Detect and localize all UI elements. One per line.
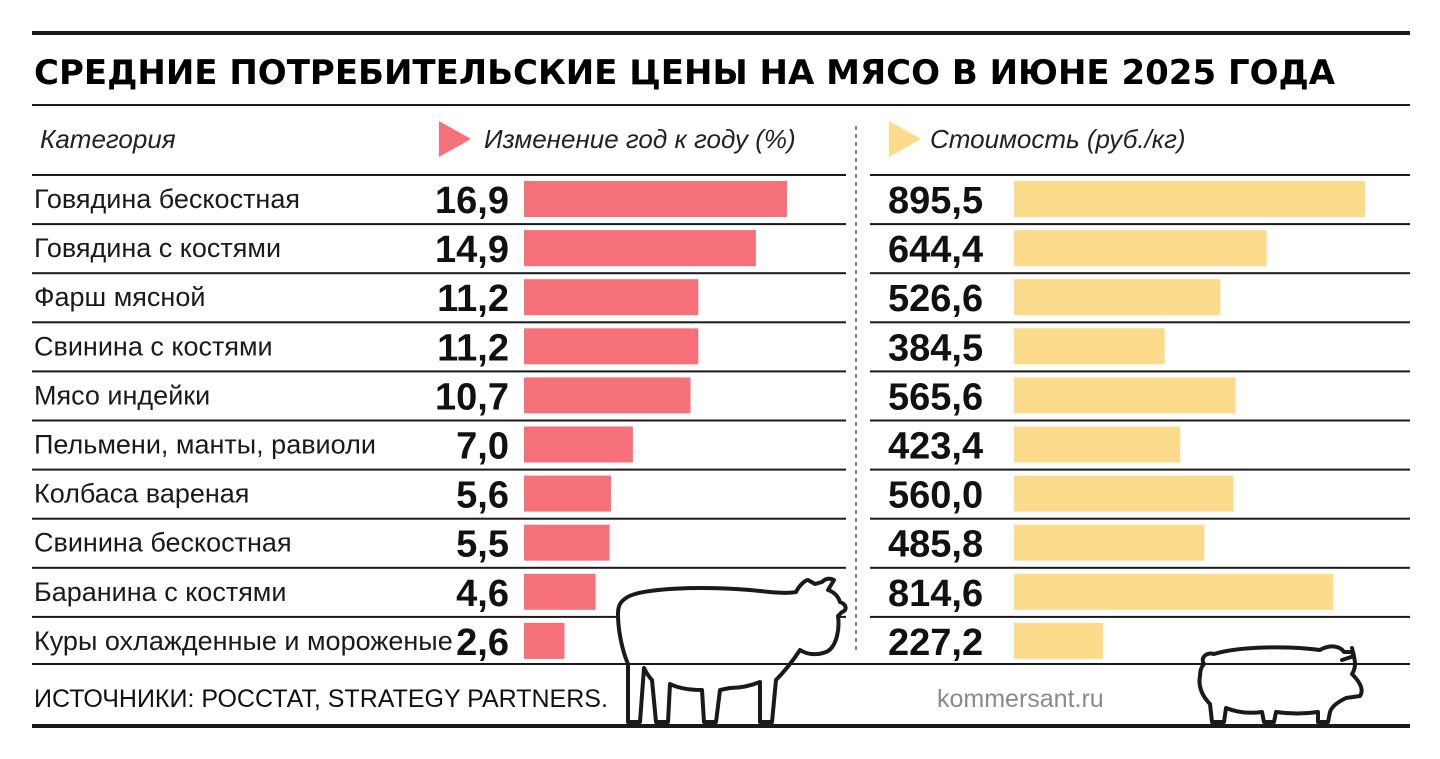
change-value-label: 16,9 — [435, 180, 509, 222]
row-rule-left — [32, 566, 846, 569]
price-value-label: 526,6 — [888, 278, 983, 320]
change-bar — [524, 230, 756, 267]
price-bar — [1014, 377, 1236, 414]
row-rule-right — [870, 468, 1410, 471]
price-value-label: 560,0 — [888, 475, 983, 517]
change-bar — [524, 573, 596, 610]
row-rule-left — [32, 517, 846, 520]
change-header: Изменение год к году (%) — [484, 124, 796, 154]
site-credit: kommersant.ru — [937, 685, 1104, 713]
price-bar — [1014, 475, 1234, 512]
row-rule-right — [870, 272, 1410, 275]
category-label: Фарш мясной — [34, 282, 205, 312]
category-header: Категория — [40, 124, 176, 154]
price-bar — [1014, 279, 1221, 316]
price-bar — [1014, 328, 1165, 365]
price-value-label: 485,8 — [888, 524, 983, 566]
change-value-label: 10,7 — [435, 376, 509, 418]
change-value-label: 5,5 — [456, 524, 509, 566]
row-rule-left — [32, 272, 846, 275]
row-rule-right — [870, 370, 1410, 373]
change-value-label: 4,6 — [456, 573, 509, 615]
row-rule-right — [870, 517, 1410, 520]
category-label: Говядина с костями — [34, 233, 281, 263]
change-bar — [524, 328, 699, 365]
price-value-label: 565,6 — [888, 376, 983, 418]
category-label: Свинина бескостная — [34, 528, 292, 558]
row-rule-right — [870, 615, 1410, 618]
row-rule-right — [870, 174, 1410, 176]
price-value-label: 814,6 — [888, 573, 983, 615]
category-label: Говядина бескостная — [34, 184, 300, 214]
category-label: Баранина с костями — [34, 577, 286, 607]
cow-icon — [616, 576, 848, 724]
row-rule-left — [32, 615, 846, 618]
chart-title: СРЕДНИЕ ПОТРЕБИТЕЛЬСКИЕ ЦЕНЫ НА МЯСО В И… — [34, 53, 1336, 93]
row-rule-left — [32, 174, 846, 176]
price-value-label: 227,2 — [888, 622, 983, 664]
title-rule — [32, 104, 1410, 106]
change-bar — [524, 181, 787, 217]
price-legend-arrow-icon — [889, 121, 921, 157]
row-rule-left — [32, 223, 846, 226]
top-rule — [32, 31, 1410, 35]
change-value-label: 7,0 — [456, 426, 509, 468]
row-rule-left — [32, 321, 846, 324]
row-rule-left — [32, 419, 846, 422]
category-label: Куры охлажденные и мороженые — [34, 626, 453, 656]
category-label: Мясо индейки — [34, 380, 210, 410]
category-label: Свинина с костями — [34, 331, 273, 361]
change-bar — [524, 279, 699, 316]
change-value-label: 11,2 — [437, 278, 509, 320]
footer-top-rule — [32, 663, 1410, 665]
bottom-rule — [32, 724, 1410, 728]
change-bar — [524, 524, 610, 561]
row-rule-right — [870, 223, 1410, 226]
chart-rows: Говядина бескостная 16,9 895,5 Говядина с к… — [32, 174, 1410, 664]
change-bar — [524, 475, 612, 512]
price-bar — [1014, 181, 1365, 217]
price-bar — [1014, 573, 1334, 610]
source-note: ИСТОЧНИКИ: РОССТАТ, STRATEGY PARTNERS. — [34, 685, 608, 713]
price-value-label: 384,5 — [888, 327, 983, 369]
row-rule-left — [32, 370, 846, 373]
price-value-label: 423,4 — [888, 426, 983, 468]
row-rule-right — [870, 321, 1410, 324]
change-bar — [524, 426, 633, 463]
price-value-label: 644,4 — [888, 229, 983, 271]
change-bar — [524, 622, 565, 659]
change-bar — [524, 377, 691, 414]
change-legend-arrow-icon — [439, 121, 471, 157]
price-bar — [1014, 622, 1104, 659]
change-value-label: 11,2 — [437, 327, 509, 369]
change-value-label: 5,6 — [456, 475, 509, 517]
row-rule-left — [32, 468, 846, 471]
price-value-label: 895,5 — [888, 180, 983, 222]
pig-icon — [1197, 644, 1364, 724]
price-bar — [1014, 426, 1180, 463]
row-rule-right — [870, 566, 1410, 569]
category-label: Колбаса вареная — [34, 479, 249, 509]
category-label: Пельмени, манты, равиоли — [34, 430, 376, 460]
change-value-label: 2,6 — [456, 622, 509, 664]
row-rule-right — [870, 419, 1410, 422]
change-value-label: 14,9 — [435, 229, 509, 271]
price-bar — [1014, 230, 1267, 267]
price-header: Стоимость (руб./кг) — [930, 124, 1186, 154]
price-bar — [1014, 524, 1205, 561]
